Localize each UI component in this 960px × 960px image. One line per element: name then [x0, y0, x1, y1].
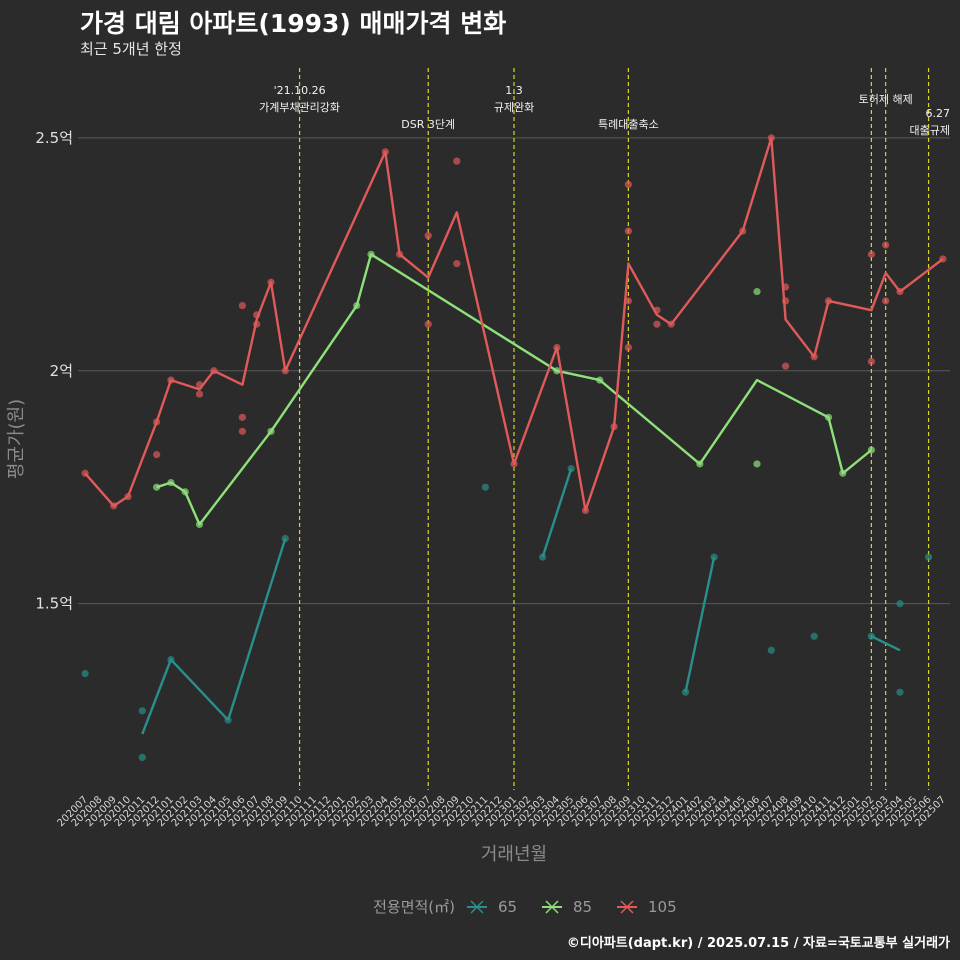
series-line-65 — [870, 635, 901, 652]
data-point-65 — [924, 553, 933, 561]
legend-title: 전용면적(㎡) — [373, 898, 455, 916]
data-point-105 — [867, 357, 875, 366]
data-point-85 — [753, 460, 761, 468]
series-line-65 — [226, 538, 287, 721]
y-tick-label: 2억 — [50, 362, 73, 380]
data-point-105 — [195, 390, 204, 398]
data-point-105 — [424, 320, 432, 328]
data-point-85 — [753, 287, 761, 296]
data-point-65 — [281, 534, 289, 543]
data-point-65 — [896, 600, 904, 608]
legend-label: 85 — [573, 898, 592, 916]
chart-subtitle: 최근 5개년 한정 — [80, 40, 182, 58]
series-line-105 — [84, 136, 944, 512]
data-point-65 — [481, 483, 490, 491]
policy-annotation: 6.27 — [926, 107, 951, 120]
data-point-105 — [453, 157, 461, 165]
x-axis-title: 거래년월 — [481, 844, 547, 865]
data-point-65 — [710, 553, 718, 561]
data-point-105 — [882, 297, 890, 305]
data-point-65 — [896, 688, 904, 696]
data-point-65 — [81, 669, 89, 678]
data-point-105 — [882, 241, 890, 249]
data-point-105 — [238, 427, 246, 435]
y-tick-label: 1.5억 — [35, 595, 73, 613]
y-tick-label: 2.5억 — [35, 129, 73, 147]
legend-label: 105 — [648, 898, 677, 916]
y-axis-title: 평균가(원) — [6, 399, 27, 479]
policy-annotation: '21.10.26 — [274, 84, 326, 97]
data-point-65 — [810, 632, 818, 640]
policy-annotation: 가계부채관리강화 — [259, 101, 340, 114]
policy-annotation: 특례대출축소 — [598, 118, 659, 131]
data-point-65 — [138, 707, 146, 715]
data-point-105 — [624, 180, 632, 189]
data-point-65 — [138, 753, 146, 761]
data-point-105 — [153, 451, 161, 459]
data-point-105 — [424, 232, 432, 240]
series-line-65 — [684, 556, 716, 693]
legend-key-mark — [545, 900, 559, 914]
source-caption: ©디아파트(dapt.kr) / 2025.07.15 / 자료=국토교통부 실… — [566, 936, 950, 951]
legend-key-mark — [620, 900, 634, 914]
series-line-65 — [141, 658, 229, 735]
legend-label: 65 — [498, 898, 517, 916]
data-point-105 — [453, 260, 461, 268]
policy-annotation: DSR 3단계 — [401, 118, 455, 131]
legend-key-mark — [470, 900, 484, 914]
policy-annotation: 규제완화 — [494, 101, 534, 114]
series-line-85 — [156, 253, 873, 526]
data-point-105 — [624, 227, 632, 235]
data-point-105 — [238, 301, 246, 310]
policy-annotation: 1.3 — [505, 84, 523, 97]
data-point-105 — [867, 250, 875, 258]
data-point-105 — [653, 320, 661, 328]
chart-title: 가경 대림 아파트(1993) 매매가격 변화 — [80, 9, 507, 38]
policy-annotation: 토허제 해제 — [859, 92, 913, 106]
data-point-105 — [782, 362, 790, 370]
series-line-65 — [541, 468, 573, 558]
data-point-105 — [238, 413, 246, 421]
policy-annotation: 대출규제 — [910, 124, 950, 137]
data-point-105 — [624, 343, 632, 352]
data-point-105 — [624, 297, 632, 305]
data-point-65 — [767, 646, 775, 654]
